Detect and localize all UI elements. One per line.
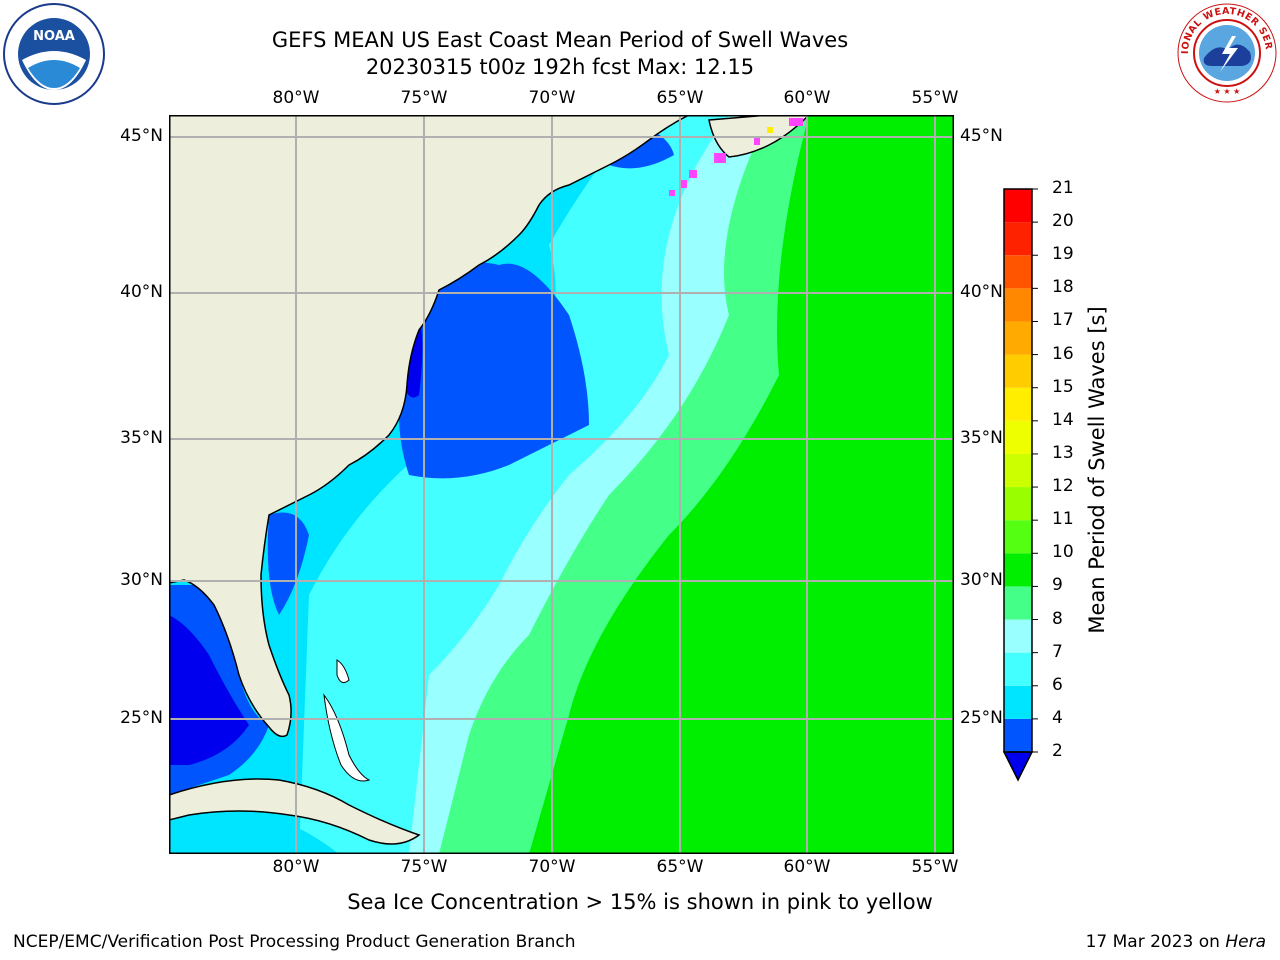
lon-label-top-55w: 55°W (911, 88, 959, 108)
lon-label-bottom-65w: 65°W (656, 857, 704, 877)
footer-date-text: 17 Mar 2023 on (1085, 932, 1220, 952)
colorbar-under-triangle (1002, 751, 1034, 782)
colorbar-segment (1004, 255, 1032, 289)
colorbar-segment (1004, 586, 1032, 620)
colorbar-tick-label: 16 (1052, 343, 1074, 364)
colorbar-tick-label: 9 (1052, 575, 1063, 596)
bahamas-bank-andros (323, 693, 371, 782)
colorbar-tick-label: 11 (1052, 509, 1074, 530)
colorbar-segment (1004, 321, 1032, 355)
sea-ice-pixel (679, 180, 687, 188)
colorbar-segment (1004, 387, 1032, 421)
lat-label-right-35n: 35°N (960, 428, 1003, 448)
footer-host: Hera (1225, 932, 1266, 952)
lon-label-top-70w: 70°W (528, 88, 576, 108)
colorbar-tick-label: 21 (1052, 178, 1074, 198)
sea-ice-note: Sea Ice Concentration > 15% is shown in … (347, 890, 933, 914)
footer-credit: NCEP/EMC/Verification Post Processing Pr… (13, 932, 576, 952)
map-subtitle: 20230315 t00z 192h fcst Max: 12.15 (365, 55, 755, 79)
colorbar-tick-label: 12 (1052, 476, 1074, 497)
colorbar-tick-label: 17 (1052, 310, 1074, 331)
noaa-logo: NOAA (3, 3, 105, 105)
cuba-land (169, 778, 421, 845)
band-4-6-midatlantic (399, 262, 589, 479)
colorbar-segment (1004, 619, 1032, 653)
colorbar-tick-label: 18 (1052, 277, 1074, 298)
colorbar-tick-label: 6 (1052, 674, 1063, 695)
colorbar-tick-label: 14 (1052, 409, 1074, 430)
lat-label-right-30n: 30°N (960, 570, 1003, 590)
sea-ice-pixel (714, 153, 726, 163)
sea-ice-pixel (767, 127, 773, 133)
colorbar-tick-label: 2 (1052, 741, 1063, 761)
map-frame (169, 115, 954, 854)
lon-label-top-80w: 80°W (272, 88, 320, 108)
colorbar (1002, 188, 1038, 782)
sea-ice-pixel (754, 137, 760, 145)
colorbar-outline (1003, 188, 1033, 753)
footer-date: 17 Mar 2023 on Hera (1086, 932, 1266, 952)
sea-ice-pixel (789, 118, 803, 126)
colorbar-tick-label: 20 (1052, 211, 1074, 232)
colorbar-segment (1004, 288, 1032, 322)
lat-label-left-35n: 35°N (120, 428, 163, 448)
lon-label-top-60w: 60°W (783, 88, 831, 108)
lon-label-bottom-80w: 80°W (272, 857, 320, 877)
colorbar-tick-label: 4 (1052, 707, 1063, 728)
lon-label-bottom-75w: 75°W (400, 857, 448, 877)
svg-text:★ ★ ★: ★ ★ ★ (1214, 87, 1241, 96)
sea-ice-pixel (669, 190, 675, 196)
colorbar-tick-label: 19 (1052, 244, 1074, 265)
colorbar-segment (1004, 189, 1032, 223)
lat-label-left-30n: 30°N (120, 570, 163, 590)
lon-label-bottom-55w: 55°W (911, 857, 959, 877)
sea-ice-pixel (689, 170, 697, 178)
colorbar-tick-label: 7 (1052, 641, 1063, 662)
colorbar-segment (1004, 652, 1032, 686)
colorbar-tick-label: 13 (1052, 442, 1074, 463)
noaa-logo-text: NOAA (33, 29, 75, 44)
colorbar-tick-label: 8 (1052, 608, 1063, 629)
band-4-6-georgia (267, 512, 309, 615)
colorbar-tick-label: 10 (1052, 542, 1074, 563)
colorbar-segment (1004, 520, 1032, 554)
colorbar-segment (1004, 685, 1032, 719)
lon-label-bottom-70w: 70°W (528, 857, 576, 877)
map-title: GEFS MEAN US East Coast Mean Period of S… (271, 28, 849, 52)
lon-label-bottom-60w: 60°W (783, 857, 831, 877)
colorbar-segment (1004, 354, 1032, 388)
band-4-6-gulf-maine (609, 125, 674, 169)
band-under-2-gulf-mexico (169, 615, 249, 765)
lon-label-top-75w: 75°W (400, 88, 448, 108)
colorbar-segment (1004, 553, 1032, 587)
colorbar-segment (1004, 718, 1032, 752)
colorbar-tick-label: 15 (1052, 376, 1074, 397)
colorbar-label: Mean Period of Swell Waves [s] (1085, 306, 1109, 634)
swell-period-map (169, 115, 954, 854)
lat-label-right-40n: 40°N (960, 282, 1003, 302)
colorbar-segment (1004, 420, 1032, 454)
lat-label-left-40n: 40°N (120, 282, 163, 302)
lat-label-left-25n: 25°N (120, 708, 163, 728)
lon-label-top-65w: 65°W (656, 88, 704, 108)
lat-label-right-45n: 45°N (960, 126, 1003, 146)
colorbar-segment (1004, 222, 1032, 256)
nws-logo: NATIONAL WEATHER SERVICE ★ ★ ★ (1176, 2, 1277, 103)
lat-label-right-25n: 25°N (960, 708, 1003, 728)
bahamas-bank-north (336, 659, 350, 684)
lat-label-left-45n: 45°N (120, 126, 163, 146)
graticule (169, 115, 954, 854)
colorbar-segment (1004, 487, 1032, 521)
colorbar-segment (1004, 453, 1032, 488)
